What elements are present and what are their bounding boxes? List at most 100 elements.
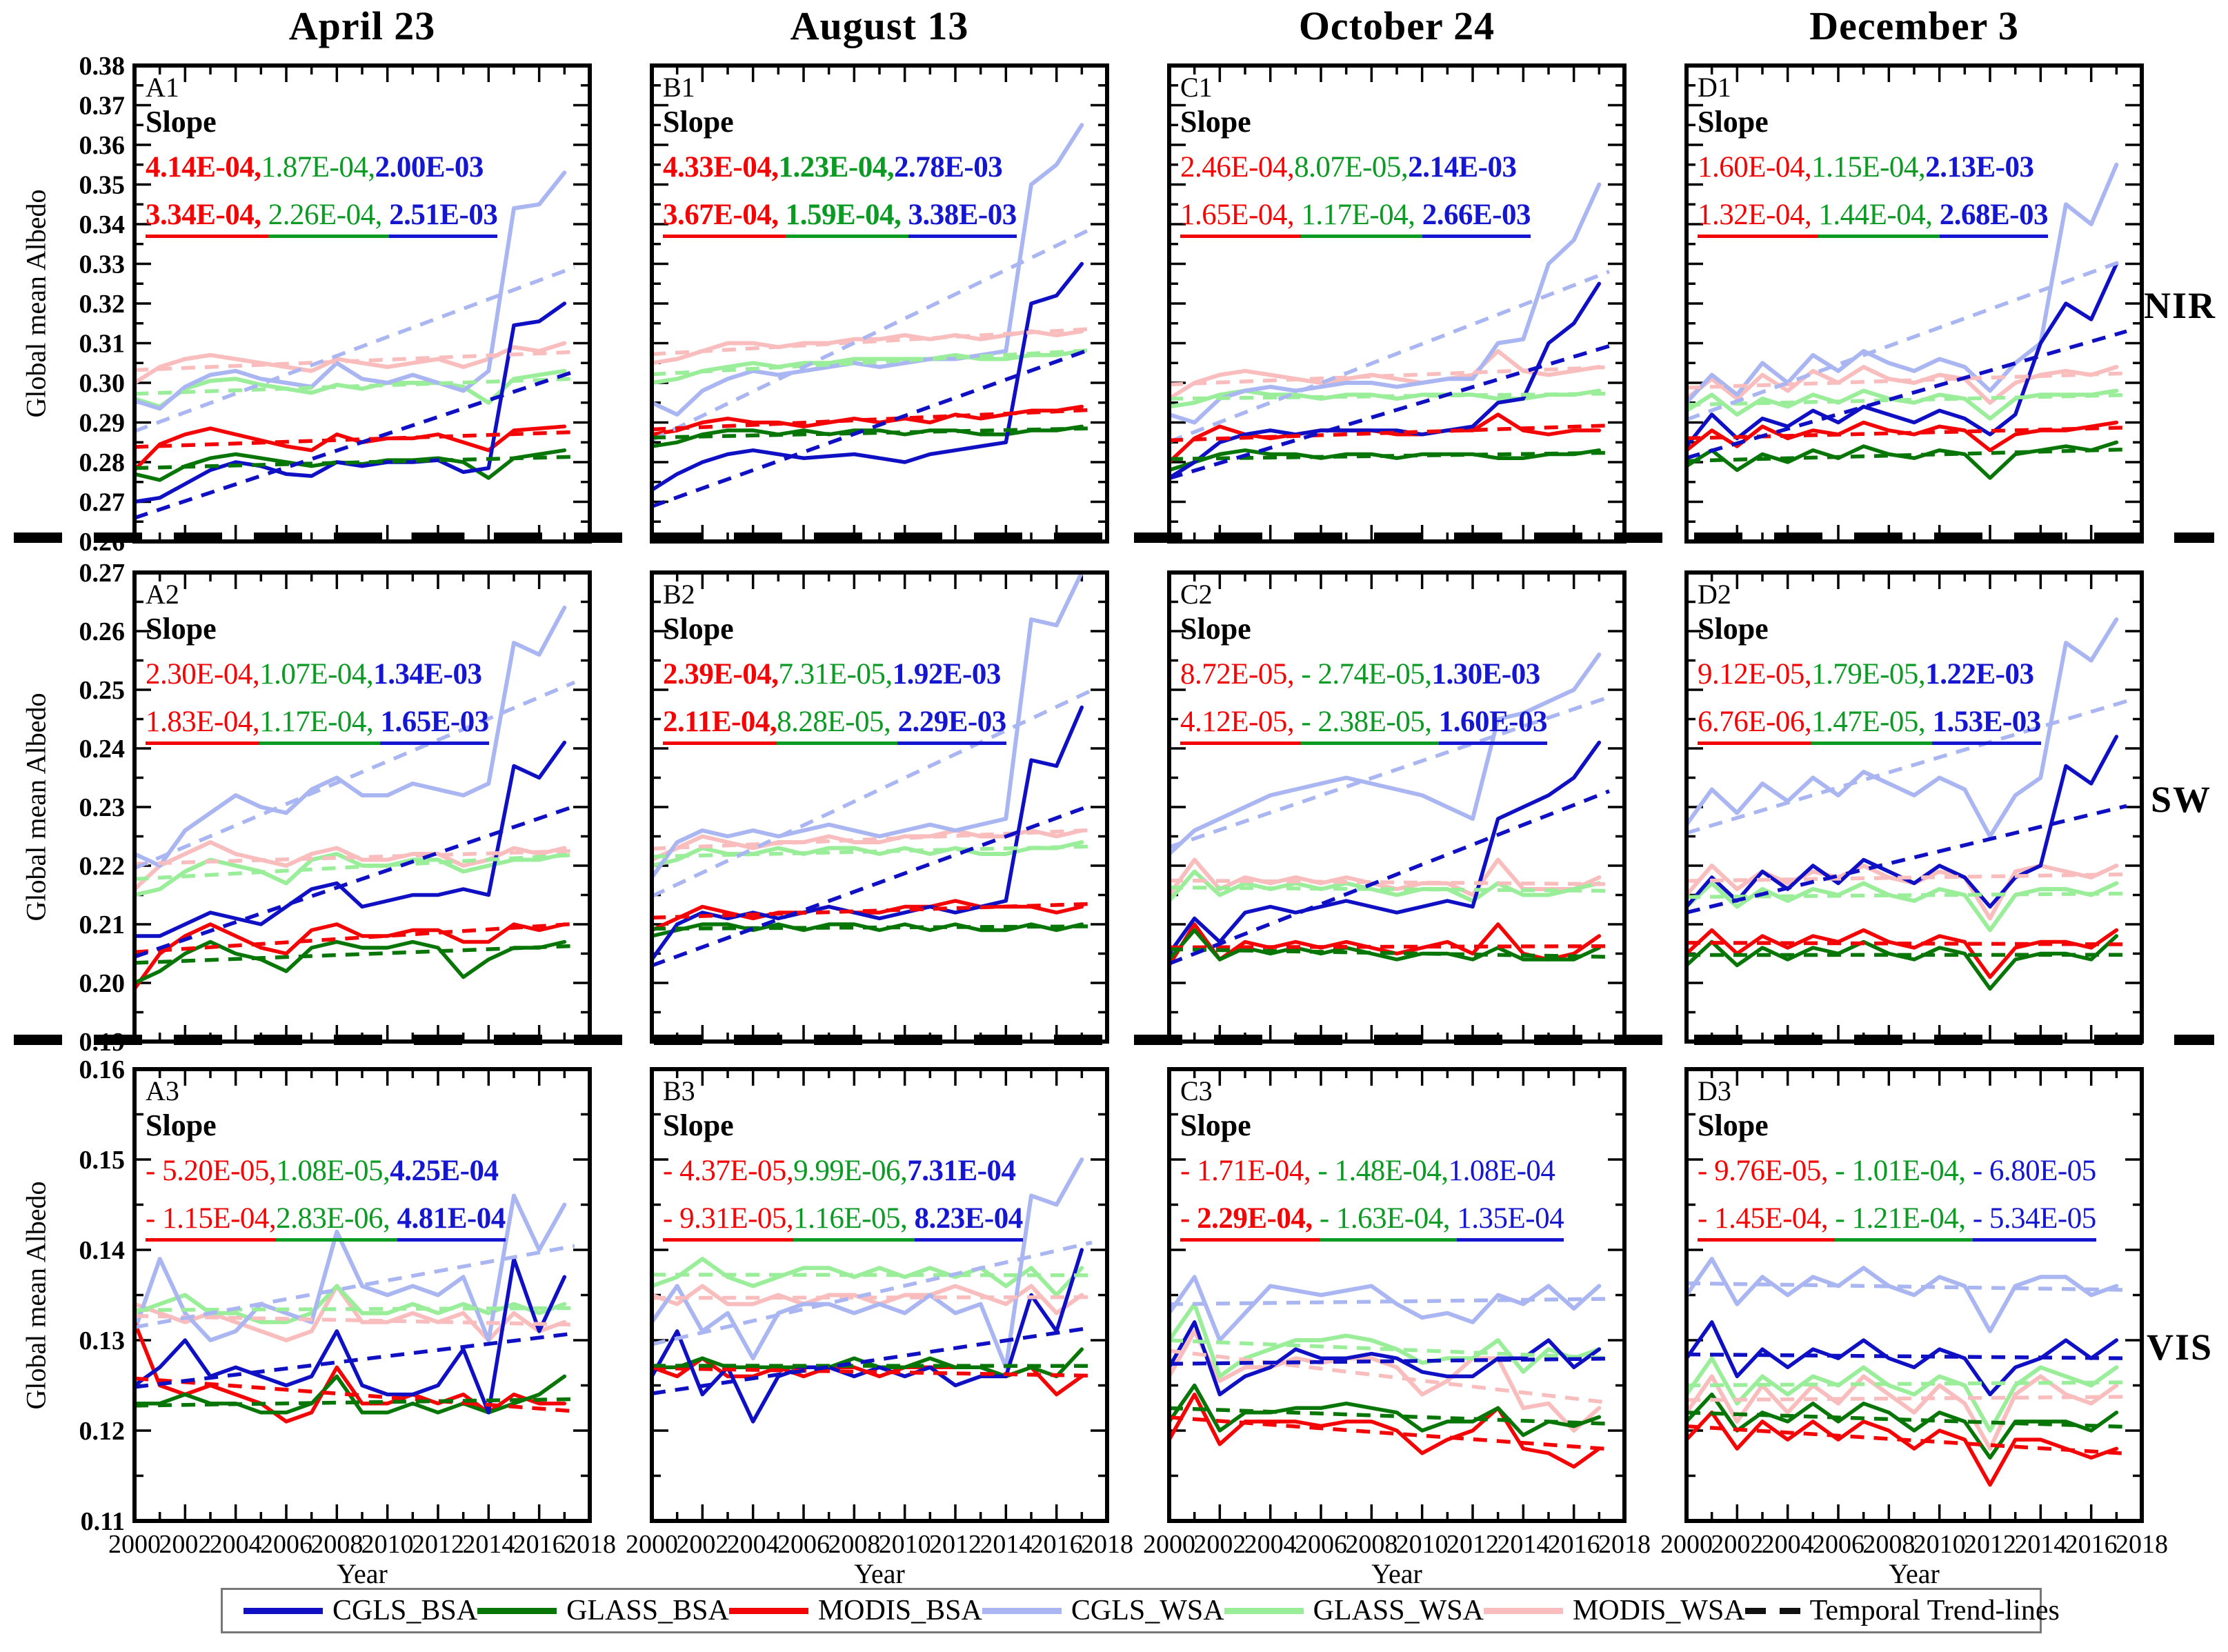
slope-row-wsa: - 1.45E-04, - 1.21E-04, - 5.34E-05 [1698,1202,2096,1242]
slope-value: 2.51E-03 [389,199,498,238]
x-tick-label: 2012 [1446,1530,1499,1559]
slope-value: - 1.45E-04, [1698,1202,1836,1242]
x-tick-label: 2004 [1762,1530,1814,1559]
slope-value: 1.87E-04, [261,151,376,183]
x-tick-label: 2014 [979,1530,1032,1559]
trend-line-GLASS_BSA [651,924,1093,931]
slope-value: - 1.63E-04, [1319,1202,1458,1242]
slope-value: 1.60E-03 [1438,706,1548,745]
slope-row-bsa: 2.39E-04,7.31E-05,1.92E-03 [663,659,1006,689]
slope-value: - 1.01E-04, [1835,1155,1973,1187]
slope-value: 4.33E-04, [663,151,779,183]
x-tick-label: 2014 [1497,1530,1549,1559]
series-line-CGLS_BSA [132,301,567,504]
slope-value: 9.12E-05, [1698,658,1812,690]
panel-annotations: A2 Slope 2.30E-04,1.07E-04,1.34E-03 1.83E-0… [146,581,489,755]
trend-line-MODIS_WSA [1168,878,1610,886]
slope-row-wsa: 6.76E-06,1.47E-05, 1.53E-03 [1698,706,2041,745]
panel-B2: B2 Slope 2.39E-04,7.31E-05,1.92E-03 2.11E-0… [650,570,1109,1044]
y-tick-label: 0.33 [79,250,126,279]
trend-line-GLASS_BSA [1168,947,1610,959]
slope-row-bsa: - 1.71E-04, - 1.48E-04,1.08E-04 [1180,1156,1564,1186]
trend-line-CGLS_BSA [1168,789,1611,966]
x-tick-label: 2012 [1964,1530,2016,1559]
y-axis-title-nir: Global mean Albedo [20,189,52,418]
series-line-GLASS_BSA [132,939,567,985]
slope-value: 8.72E-05, [1180,658,1302,690]
legend-label: CGLS_BSA [332,1595,478,1626]
panel-B1: B1 Slope 4.33E-04,1.23E-04,2.78E-03 3.67E-0… [650,63,1109,544]
y-tick-label: 0.36 [79,131,126,160]
y-tick-label: 0.19 [79,1028,126,1057]
series-line-MODIS_WSA [1684,1374,2119,1451]
slope-value: 1.60E-04, [1698,151,1812,183]
trend-line-MODIS_WSA [134,848,575,866]
trend-line-GLASS_WSA [1168,885,1610,893]
trend-line-GLASS_WSA [134,853,575,882]
trend-line-CGLS_BSA [1686,329,2127,460]
column-title-1: April 23 [288,3,436,48]
slope-title: Slope [146,1108,217,1142]
x-tick-label: 2008 [1862,1530,1915,1559]
x-axis-title-4: Year [1889,1558,1940,1589]
slope-value: 2.29E-03 [897,706,1006,745]
slope-row-wsa: 2.11E-04,8.28E-05, 2.29E-03 [663,706,1006,745]
panel-annotations: B1 Slope 4.33E-04,1.23E-04,2.78E-03 3.67E-0… [663,74,1017,248]
panel-A3: 2000 2002 2004 2006 2008 2010 2012 2014 2016 2018… [79,1055,617,1559]
slope-value: 1.83E-04, [146,706,260,745]
plot-B1 [650,63,1109,544]
series-line-CGLS_WSA [1684,162,2119,405]
y-tick-label: 0.21 [79,910,126,939]
panel-annotations: D1 Slope 1.60E-04,1.15E-04,2.13E-03 1.32E-0… [1698,74,2048,248]
x-tick-label: 2016 [2065,1530,2118,1559]
x-tick-label: 2002 [1711,1530,1763,1559]
glass-bsa-line-swatch [477,1607,557,1614]
slope-row-bsa: - 4.37E-05,9.99E-06,7.31E-04 [663,1156,1023,1186]
slope-value: - 9.76E-05, [1698,1155,1836,1187]
panel-id: D2 [1698,579,1731,610]
series-line-MODIS_BSA [1167,1392,1602,1469]
x-tick-label: 2002 [159,1530,211,1559]
panel-annotations: D2 Slope 9.12E-05,1.79E-05,1.22E-03 6.76E-0… [1698,581,2041,755]
legend: CGLS_BSA GLASS_BSA MODIS_BSA CGLS_WSA GL… [221,1588,2060,1633]
trend-line-GLASS_WSA [1686,1380,2127,1388]
panel-annotations: B3 Slope - 4.37E-05,9.99E-06,7.31E-04 - 9.3… [663,1077,1023,1251]
y-tick-label: 0.14 [79,1236,126,1265]
panel-D1: D1 Slope 1.60E-04,1.15E-04,2.13E-03 1.32E-0… [1684,63,2144,544]
x-tick-label: 2010 [1913,1530,1966,1559]
slope-value: 1.79E-05, [1811,658,1926,690]
legend-label: Temporal Trend-lines [1809,1595,2060,1626]
trend-line-CGLS_BSA [134,804,575,959]
slope-value: 2.66E-03 [1422,199,1531,238]
panel-id: C3 [1180,1075,1213,1106]
y-axis-title-sw: Global mean Albedo [20,693,52,922]
slope-value: 2.11E-04, [663,706,777,745]
y-tick-label: 0.11 [81,1507,125,1536]
slope-value: 8.28E-05, [777,706,898,745]
legend-label: CGLS_WSA [1071,1595,1224,1626]
slope-value: 1.47E-05, [1811,706,1933,745]
slope-value: 2.14E-03 [1408,151,1517,183]
slope-value: 3.34E-04, [146,199,268,238]
trend-line-CGLS_BSA [1168,344,1610,480]
x-tick-label: 2012 [412,1530,464,1559]
slope-value: 1.32E-04, [1698,199,1819,238]
slope-row-wsa: 1.32E-04, 1.44E-04, 2.68E-03 [1698,199,2048,238]
panel-id: B2 [663,579,695,610]
series-line-GLASS_WSA [132,852,567,897]
series-line-CGLS_BSA [650,261,1084,492]
slope-row-bsa: 1.60E-04,1.15E-04,2.13E-03 [1698,152,2048,182]
slope-value: 3.38E-03 [908,199,1017,238]
column-title-2: August 13 [790,3,969,48]
slope-title: Slope [663,1108,734,1142]
slope-title: Slope [1698,1108,1769,1142]
slope-value: - 1.15E-04, [146,1202,277,1242]
slope-value: 1.30E-03 [1431,658,1541,690]
slope-value: 2.30E-04, [146,658,260,690]
trend-line-MODIS_BSA [1168,424,1610,443]
slope-value: - 4.37E-05, [663,1155,794,1187]
y-tick-label: 0.26 [79,528,126,557]
plot-frame [132,1067,592,1523]
slope-value: 7.31E-05, [778,658,893,690]
